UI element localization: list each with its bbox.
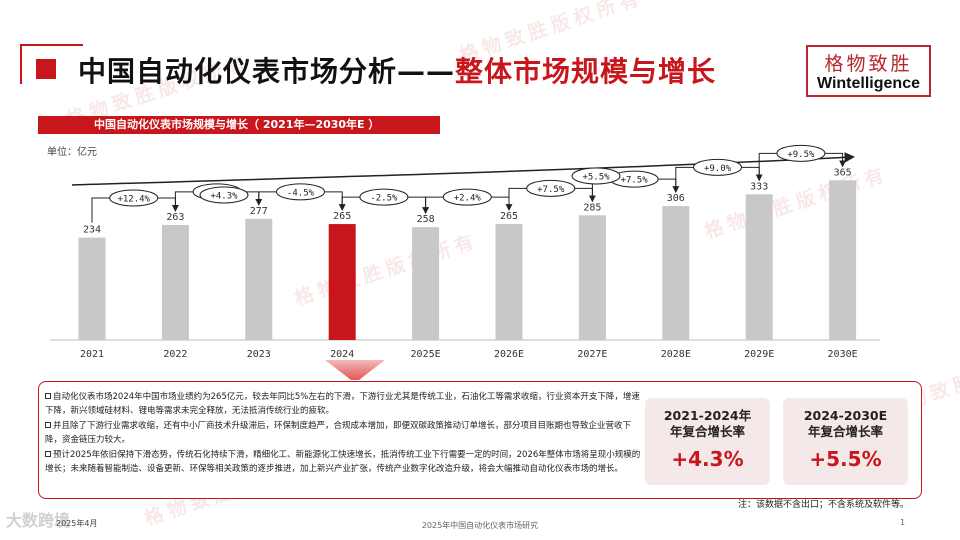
summary-panel: 自动化仪表市场2024年中国市场业绩约为265亿元，较去年同比5%左右的下滑，下… — [38, 381, 922, 499]
cagr-box-2021-2024: 2021-2024年 年复合增长率 +4.3% — [645, 398, 770, 485]
tick-label: 2021 — [80, 349, 104, 360]
growth-label: +7.5% — [621, 176, 649, 186]
growth-label: -4.5% — [287, 188, 315, 198]
growth-label: +12.4% — [117, 194, 150, 204]
tick-label: 2025E — [411, 349, 441, 360]
tick-label: 2024 — [330, 349, 354, 360]
bar — [161, 224, 189, 340]
growth-bubble — [359, 188, 409, 206]
bullet-item: 并且除了下游行业需求收缩，还有中小厂商技术升级滞后，环保制度趋严，合规成本增加，… — [45, 421, 632, 445]
bullet-item: 预计2025年依旧保持下滑态势，传统石化持续下滑，精细化工、新能源化工快速增长，… — [45, 450, 641, 474]
cagr-value: +4.3% — [671, 447, 744, 471]
bullet-icon — [45, 393, 51, 399]
growth-label: +9.0% — [704, 164, 732, 174]
bullet-icon — [45, 451, 51, 457]
bullet-icon — [45, 422, 51, 428]
page-number: 1 — [900, 518, 906, 527]
page-footer: 2025年中国自动化仪表市场研究 — [421, 521, 539, 530]
growth-bubble — [442, 188, 492, 206]
tick-label: 2030E — [828, 349, 858, 360]
tick-label: 2022 — [163, 349, 187, 360]
title-marker — [36, 59, 56, 79]
chart-title: 中国自动化仪表市场规模与增长（ 2021年—2030年E ） — [38, 116, 440, 134]
cagr-box-2024-2030: 2024-2030E 年复合增长率 +5.5% — [783, 398, 908, 485]
cagr-bubble-label: +4.3% — [210, 192, 238, 202]
growth-label: -2.5% — [370, 194, 398, 204]
logo-chinese-text: 格物致胜 — [824, 53, 913, 75]
bar — [662, 206, 690, 340]
data-label: 263 — [166, 212, 184, 223]
growth-label: +9.5% — [787, 150, 815, 160]
brand-watermark: 大数跨境 — [6, 511, 71, 530]
bar-chart: 234 2021 263 2022 277 2023 265 2024 258 2025E 265 2… — [50, 144, 880, 380]
tick-label: 2023 — [247, 349, 271, 360]
bullet-item: 自动化仪表市场2024年中国市场业绩约为265亿元，较去年同比5%左右的下滑，下… — [45, 392, 640, 416]
data-label: 277 — [250, 206, 268, 217]
data-label: 285 — [583, 202, 601, 213]
tick-label: 2029E — [744, 349, 774, 360]
tick-label: 2027E — [577, 349, 607, 360]
page-title: 中国自动化仪表市场分析——整体市场规模与增长 — [78, 55, 717, 88]
data-label: 265 — [333, 211, 351, 222]
footnote: 注：该数据不含出口；不含系统及软件等。 — [738, 500, 910, 510]
tick-label: 2028E — [661, 349, 691, 360]
cagr-bubble-label: +5.5% — [582, 173, 610, 183]
data-label: 234 — [83, 225, 101, 236]
summary-bullets: 自动化仪表市场2024年中国市场业绩约为265亿元，较去年同比5%左右的下滑，下… — [45, 390, 641, 477]
bar — [578, 215, 606, 340]
down-arrow-icon — [325, 360, 385, 380]
tick-label: 2026E — [494, 349, 524, 360]
bar — [245, 218, 273, 340]
company-logo: 格物致胜 Wintelligence — [806, 45, 931, 97]
data-label: 365 — [834, 167, 852, 178]
bar — [328, 224, 356, 340]
cagr-value: +5.5% — [809, 447, 882, 471]
growth-bubble — [526, 179, 576, 197]
unit-label: 单位：亿元 — [47, 147, 97, 158]
cagr-bubble — [199, 186, 249, 204]
bar — [829, 180, 857, 340]
growth-label: +2.4% — [454, 194, 482, 204]
data-label: 333 — [750, 181, 768, 192]
date-footer: 2025年4月 — [56, 519, 98, 528]
growth-bubble — [109, 189, 159, 207]
data-label: 306 — [667, 193, 685, 204]
trend-arrow — [71, 152, 855, 186]
data-label: 258 — [417, 214, 435, 225]
bar — [745, 194, 773, 340]
growth-bubble — [276, 183, 325, 201]
decorative-line — [20, 44, 22, 84]
data-label: 265 — [500, 211, 518, 222]
cagr-bubble — [571, 167, 621, 185]
growth-bubble — [693, 158, 742, 176]
growth-label: +7.5% — [537, 185, 565, 195]
bar — [78, 237, 106, 340]
growth-bubble — [776, 144, 826, 162]
bar — [412, 227, 440, 340]
bar — [495, 224, 523, 340]
logo-english-text: Wintelligence — [817, 75, 920, 92]
decorative-line — [20, 44, 83, 46]
